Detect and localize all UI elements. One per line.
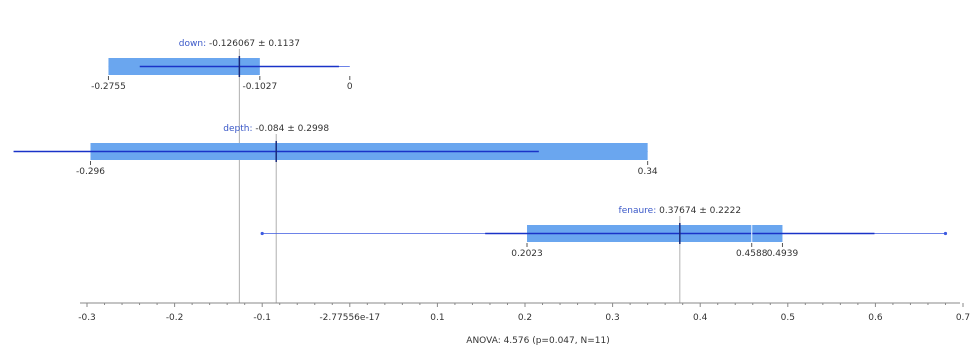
x-tick-label: 0.4 bbox=[693, 313, 708, 323]
x-tick-label: -0.2 bbox=[166, 313, 184, 323]
outer-whisker-end-left bbox=[260, 231, 264, 236]
x-tick-label: 0.2 bbox=[518, 313, 532, 323]
group-title: fenaure: 0.37674 ± 0.2222 bbox=[619, 206, 742, 216]
group-stat: 0.37674 ± 0.2222 bbox=[659, 206, 741, 216]
x-tick-label: 0.1 bbox=[430, 313, 444, 323]
x-tick-label: 0.3 bbox=[605, 313, 619, 323]
x-tick-label: -0.1 bbox=[253, 313, 271, 323]
group-stat: -0.126067 ± 0.1137 bbox=[209, 39, 300, 49]
group-fenaure: 0.2023 0.4588 0.4939 fenaure: 0.37674 ± 0.2… bbox=[260, 206, 948, 259]
outer-whisker-end-right bbox=[943, 231, 948, 236]
x-tick-label: 0.7 bbox=[956, 313, 970, 323]
group-title: depth: -0.084 ± 0.2998 bbox=[223, 124, 329, 134]
value-label: 0 bbox=[347, 82, 353, 92]
value-label: 0.4588 bbox=[736, 249, 768, 259]
group-name: fenaure: bbox=[619, 206, 660, 216]
value-label: -0.1027 bbox=[242, 82, 277, 92]
value-label: 0.4939 bbox=[767, 249, 799, 259]
x-tick-label: 0.6 bbox=[868, 313, 883, 323]
mean-guide-lines bbox=[238, 49, 681, 303]
group-down: -0.2755 -0.1027 0 down: -0.126067 ± 0.1137 bbox=[91, 39, 353, 92]
x-tick-label: 0.5 bbox=[781, 313, 795, 323]
group-name: depth: bbox=[223, 124, 255, 134]
x-axis: -0.3 -0.2 -0.1 -2.77556e-17 0.1 0.2 0.3 0.4 0.5 0… bbox=[78, 302, 970, 323]
group-stat: -0.084 ± 0.2998 bbox=[255, 124, 329, 134]
x-tick-label: -2.77556e-17 bbox=[319, 313, 380, 323]
group-title: down: -0.126067 ± 0.1137 bbox=[179, 39, 300, 49]
x-tick-label: -0.3 bbox=[78, 313, 96, 323]
group-depth: -0.296 0.34 depth: -0.084 ± 0.2998 bbox=[13, 124, 658, 177]
value-label: 0.2023 bbox=[511, 249, 543, 259]
value-label: 0.34 bbox=[638, 167, 658, 177]
group-name: down: bbox=[179, 39, 209, 49]
anova-footer: ANOVA: 4.576 (p=0.047, N=11) bbox=[466, 336, 609, 346]
value-label: -0.296 bbox=[76, 167, 105, 177]
value-label: -0.2755 bbox=[91, 82, 126, 92]
